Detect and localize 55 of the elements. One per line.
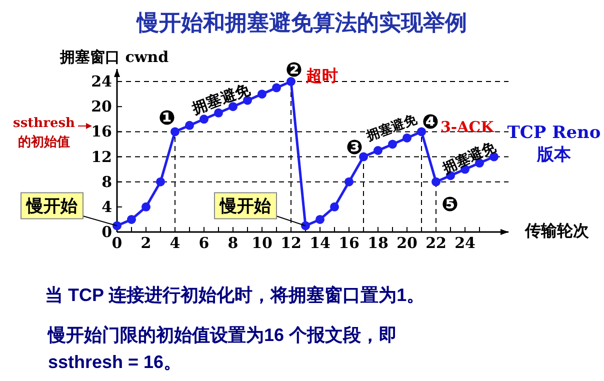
x-tick-label: 2 <box>140 234 152 252</box>
point <box>316 214 324 224</box>
x-tick-label: 8 <box>228 234 238 252</box>
point <box>142 202 150 212</box>
annotation: 拥塞避免 <box>188 80 254 118</box>
x-tick-label: 20 <box>396 234 418 252</box>
y-tick-label: 0 <box>102 223 112 241</box>
annotation: 超时 <box>305 66 338 86</box>
text: 慢开始门限的初始值设置为16 个报文段，即 ssthresh = 16。 <box>48 324 398 374</box>
x-tick-label: 4 <box>170 234 180 252</box>
text: 当 TCP 连接进行初始化时，将拥塞窗口置为1。 <box>45 284 426 307</box>
annotation: ❸ <box>346 134 363 159</box>
point <box>185 120 194 130</box>
x-tick-label: 16 <box>338 234 360 252</box>
x-axis-title: 传输轮次 <box>524 221 590 240</box>
point <box>344 177 354 186</box>
point <box>388 140 397 149</box>
y-axis-title: 拥塞窗口 cwnd <box>59 48 170 66</box>
point <box>432 177 440 186</box>
point <box>156 177 165 186</box>
point <box>112 221 122 230</box>
x-tick-label: 24 <box>454 234 476 252</box>
y-tick-label: 24 <box>91 72 112 91</box>
annotation: 拥塞避免 <box>439 138 500 178</box>
point <box>374 146 382 155</box>
y-tick-label: 4 <box>102 198 112 216</box>
x-tick-label: 18 <box>368 234 388 252</box>
point <box>170 127 180 136</box>
point <box>127 214 136 224</box>
point <box>286 77 296 86</box>
point <box>417 127 426 136</box>
x-tick-label: 12 <box>280 234 302 252</box>
chart-title: 慢开始和拥塞避免算法的实现举例 <box>135 10 467 35</box>
x-tick-label: 6 <box>198 234 210 252</box>
x-tick-label: 22 <box>426 234 446 252</box>
point <box>258 90 266 99</box>
annotation: 慢开始 <box>219 196 272 217</box>
annotation: TCP Reno 版本 <box>506 122 602 166</box>
annotation: 3-ACK <box>440 118 495 136</box>
point <box>402 133 412 142</box>
x-tick-label: 14 <box>310 234 330 252</box>
annotation: ❷ <box>286 58 302 82</box>
text: ssthresh 的初始值 <box>12 115 76 152</box>
annotation: ❶ <box>158 106 176 130</box>
y-tick-label: 16 <box>91 122 112 141</box>
annotation: 慢开始 <box>26 196 78 217</box>
annotation: 拥塞避免 <box>364 110 420 144</box>
y-tick-label: 8 <box>102 172 112 191</box>
annotation: ❺ <box>442 192 458 216</box>
point <box>330 202 339 212</box>
y-tick-label: 20 <box>91 98 112 116</box>
x-tick-label: 10 <box>252 234 272 252</box>
point <box>272 83 281 92</box>
annotation: ❹ <box>422 110 439 134</box>
y-tick-label: 12 <box>91 148 112 166</box>
